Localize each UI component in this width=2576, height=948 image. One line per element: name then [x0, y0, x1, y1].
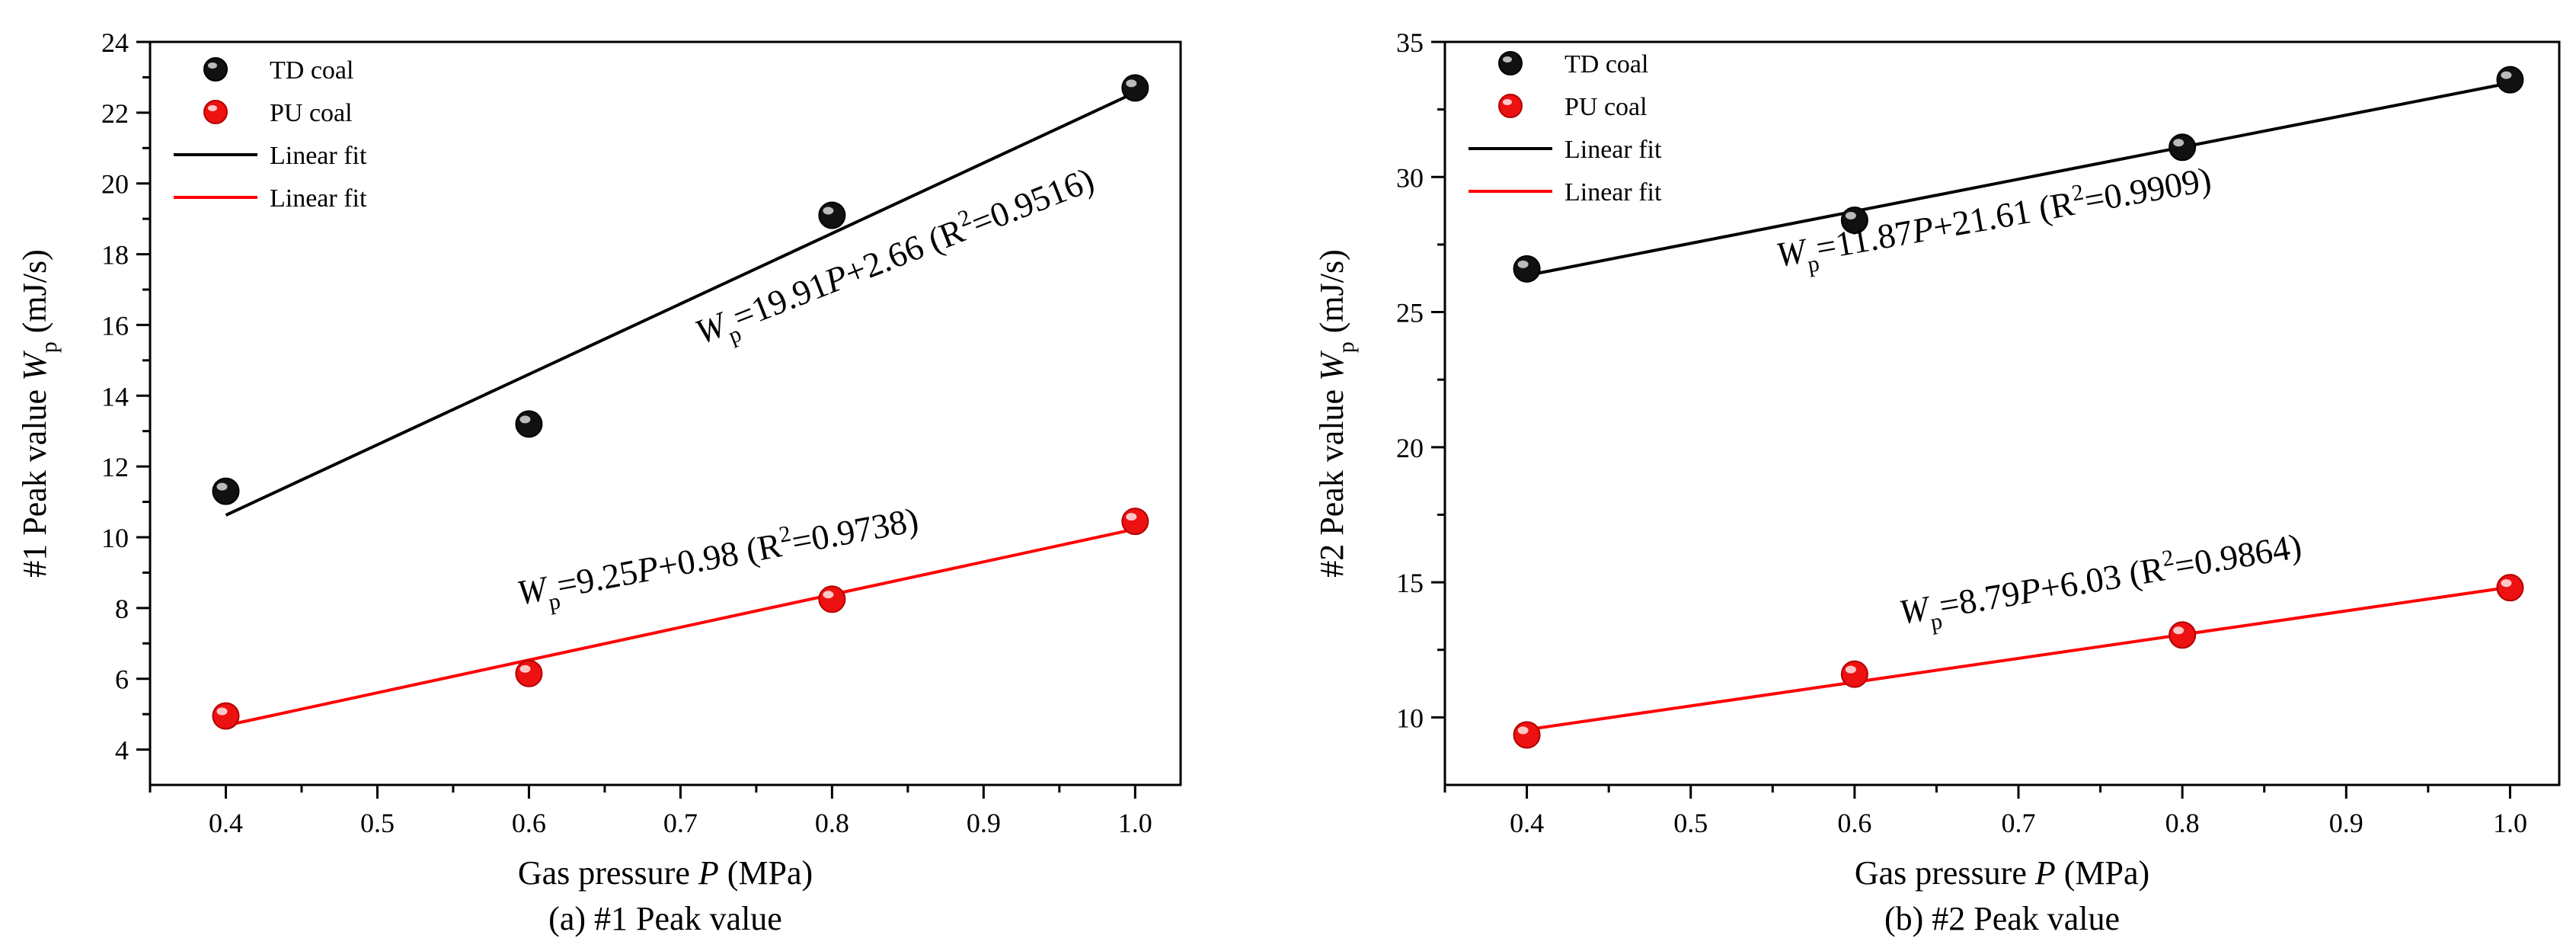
fit-line	[1526, 81, 2510, 277]
x-tick-label: 0.8	[2165, 808, 2200, 838]
x-tick-label: 0.7	[663, 808, 698, 838]
data-point-highlight	[1126, 79, 1137, 88]
data-point	[1513, 255, 1541, 283]
data-point-highlight	[216, 482, 228, 491]
y-tick-label: 10	[101, 523, 129, 553]
fit-line	[225, 527, 1136, 727]
fit-equation: Wp=8.79P+6.03 (R2=0.9864)	[1896, 524, 2306, 639]
data-point	[1121, 508, 1149, 536]
data-point-highlight	[1517, 726, 1529, 735]
x-tick-label: 1.0	[2493, 808, 2527, 838]
y-axis-title: #1 Peak value Wp (mJ/s)	[16, 249, 62, 577]
y-tick-label: 20	[1396, 433, 1424, 463]
x-tick-label: 0.6	[1837, 808, 1871, 838]
y-tick-label: 25	[1396, 298, 1424, 328]
x-axis-title: Gas pressure P (MPa)	[1855, 854, 2149, 892]
data-point-highlight	[2501, 71, 2512, 79]
legend-marker	[203, 100, 228, 124]
x-tick-label: 1.0	[1118, 808, 1152, 838]
x-axis-title: Gas pressure P (MPa)	[518, 854, 813, 892]
legend-label: TD coal	[1564, 50, 1648, 78]
data-point	[2169, 621, 2197, 649]
x-tick-label: 0.4	[1510, 808, 1544, 838]
legend-label: Linear fit	[270, 184, 367, 213]
data-point-highlight	[1517, 260, 1529, 268]
data-point-highlight	[519, 665, 531, 673]
fit-line	[1526, 585, 2510, 732]
fit-equation: Wp=19.91P+2.66 (R2=0.9516)	[689, 158, 1102, 360]
legend-marker-highlight	[208, 62, 217, 69]
x-tick-label: 0.8	[815, 808, 849, 838]
data-point	[2169, 133, 2197, 162]
legend-label: TD coal	[270, 56, 353, 85]
y-tick-label: 15	[1396, 568, 1424, 598]
data-point-highlight	[823, 591, 834, 599]
y-tick-label: 24	[101, 27, 129, 58]
y-tick-label: 6	[115, 665, 129, 695]
x-tick-label: 0.9	[2329, 808, 2363, 838]
panel-caption: (a) #1 Peak value	[548, 900, 782, 937]
legend-marker-highlight	[1503, 56, 1512, 62]
legend-marker	[1498, 51, 1523, 75]
data-point-highlight	[519, 415, 531, 424]
data-point-highlight	[1126, 513, 1137, 521]
data-point	[515, 659, 543, 687]
y-tick-label: 10	[1396, 703, 1424, 733]
y-tick-label: 16	[101, 310, 129, 341]
data-point-highlight	[216, 707, 228, 716]
data-point	[515, 410, 543, 438]
y-tick-label: 4	[115, 735, 129, 766]
data-point	[1840, 660, 1868, 688]
data-point	[1121, 74, 1149, 102]
y-tick-label: 30	[1396, 162, 1424, 193]
legend-label: PU coal	[270, 99, 353, 127]
plot-frame	[149, 40, 1182, 786]
legend-marker-highlight	[1503, 99, 1512, 105]
data-point-highlight	[1845, 212, 1856, 219]
x-tick-label: 0.9	[967, 808, 1001, 838]
legend-marker	[203, 57, 228, 82]
fit-line	[225, 91, 1136, 517]
data-point	[818, 201, 846, 229]
data-point	[818, 585, 846, 613]
y-tick-label: 22	[101, 98, 129, 129]
x-tick-label: 0.7	[2002, 808, 2036, 838]
data-point-highlight	[823, 207, 834, 215]
data-point	[2496, 66, 2524, 94]
fit-equation: Wp=9.25P+0.98 (R2=0.9738)	[513, 498, 923, 620]
legend-label: PU coal	[1564, 93, 1648, 121]
x-tick-label: 0.4	[209, 808, 243, 838]
y-tick-label: 20	[101, 169, 129, 200]
legend-label: Linear fit	[1564, 136, 1662, 164]
y-tick-label: 8	[115, 594, 129, 624]
x-tick-label: 0.5	[360, 808, 395, 838]
y-tick-label: 12	[101, 452, 129, 482]
chart-panel-b: 0.4 0.5 0.6 0.7 0.8 0.9 1.0 10 15 20 25 30 35 Wp=11.8…	[1313, 27, 2561, 937]
legend-label: Linear fit	[270, 142, 367, 170]
legend-marker-highlight	[208, 105, 217, 111]
x-tick-label: 0.5	[1673, 808, 1708, 838]
data-point-highlight	[2173, 139, 2184, 147]
data-point	[1513, 721, 1541, 749]
panel-caption: (b) #2 Peak value	[1884, 900, 2120, 937]
data-point-highlight	[1845, 665, 1856, 674]
data-point	[212, 702, 240, 730]
y-tick-label: 18	[101, 240, 129, 271]
fit-equation: Wp=11.87P+21.61 (R2=0.9909)	[1772, 157, 2215, 283]
data-point-highlight	[2173, 626, 2184, 635]
plot-frame	[1443, 40, 2561, 786]
y-axis-title: #2 Peak value Wp (mJ/s)	[1313, 249, 1359, 577]
legend-marker	[1498, 94, 1523, 118]
y-tick-label: 14	[101, 381, 129, 412]
chart-panel-a: 0.4 0.5 0.6 0.7 0.8 0.9 1.0 4 6 8 10 12 14 16 18 20 22 24…	[16, 27, 1182, 937]
data-point	[2496, 574, 2524, 602]
x-tick-label: 0.6	[512, 808, 546, 838]
y-tick-label: 35	[1396, 27, 1424, 58]
legend-label: Linear fit	[1564, 178, 1662, 207]
data-point	[212, 477, 240, 505]
data-point-highlight	[2501, 579, 2512, 588]
